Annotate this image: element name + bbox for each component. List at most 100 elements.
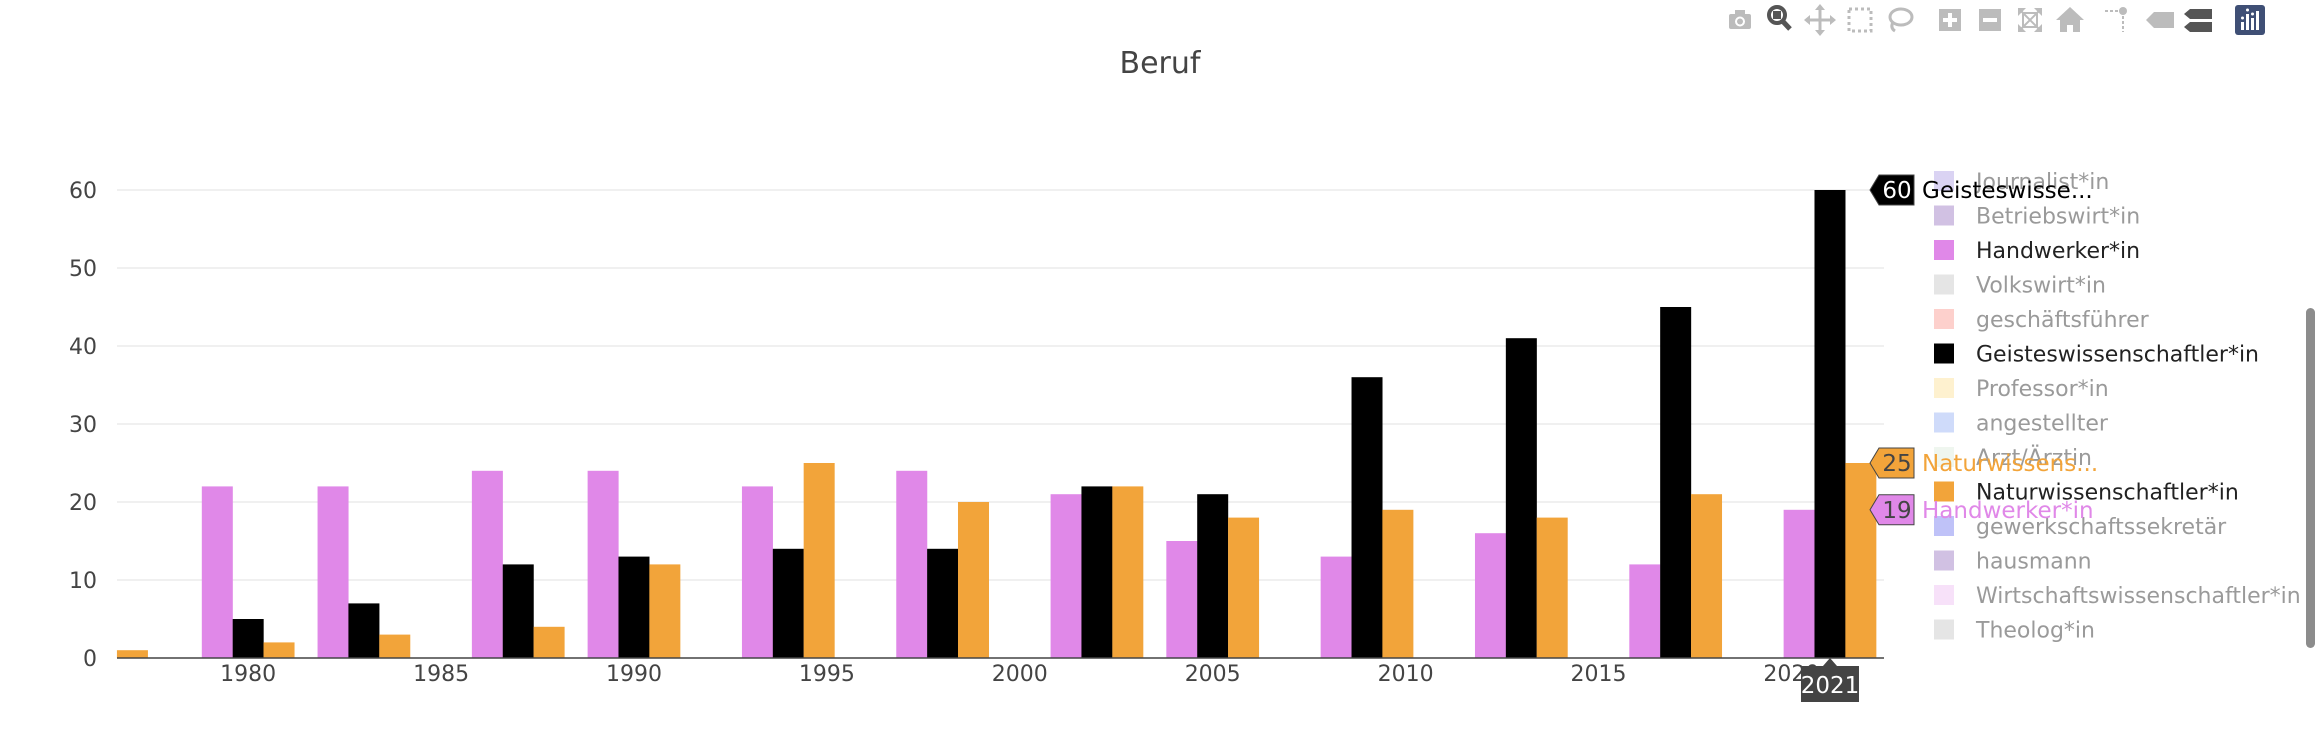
legend-item[interactable]: hausmann xyxy=(1934,550,2092,575)
bar[interactable] xyxy=(1474,533,1506,658)
bar[interactable] xyxy=(587,470,619,658)
bar[interactable] xyxy=(201,486,233,658)
autoscale-icon[interactable] xyxy=(2010,0,2050,40)
bar[interactable] xyxy=(1691,494,1723,658)
bar[interactable] xyxy=(1660,307,1692,658)
bar[interactable] xyxy=(533,626,565,658)
camera-icon[interactable] xyxy=(1720,0,1760,40)
y-tick-label: 30 xyxy=(69,413,97,438)
legend-item[interactable]: geschäftsführer xyxy=(1934,308,2150,333)
hover-x-label: 2021 xyxy=(1801,658,1859,702)
legend-item[interactable]: Wirtschaftswissenschaftler*in xyxy=(1934,584,2301,609)
bar[interactable] xyxy=(1845,463,1877,658)
x-tick-label: 2005 xyxy=(1185,662,1241,687)
bar[interactable] xyxy=(1112,486,1144,658)
bar[interactable] xyxy=(772,548,804,658)
legend-swatch xyxy=(1934,550,1954,571)
bar[interactable] xyxy=(1197,494,1229,658)
legend-swatch xyxy=(1934,412,1954,433)
legend-label: Geisteswissenschaftler*in xyxy=(1976,343,2259,368)
legend-label: gewerkschaftssekretär xyxy=(1976,515,2227,540)
hover-value: 19 xyxy=(1882,498,1911,524)
bar[interactable] xyxy=(896,470,928,658)
bar[interactable] xyxy=(741,486,773,658)
legend-item[interactable]: Naturwissenschaftler*in xyxy=(1934,481,2239,506)
bar[interactable] xyxy=(263,642,295,658)
bar[interactable] xyxy=(1351,377,1383,658)
legend-label: Handwerker*in xyxy=(1976,239,2140,264)
legend-item[interactable]: Journalist*in xyxy=(1934,170,2109,195)
bar[interactable] xyxy=(1629,564,1661,658)
legend-item[interactable]: gewerkschaftssekretär xyxy=(1934,515,2227,540)
legend-item[interactable]: Professor*in xyxy=(1934,377,2109,402)
y-tick-label: 40 xyxy=(69,335,97,360)
y-tick-label: 10 xyxy=(69,569,97,594)
x-tick-label: 1990 xyxy=(606,662,662,687)
legend-label: geschäftsführer xyxy=(1976,308,2150,333)
plotly-logo-icon[interactable] xyxy=(2230,0,2270,40)
bar[interactable] xyxy=(1382,509,1414,658)
legend-item[interactable]: Geisteswissenschaftler*in xyxy=(1934,343,2259,368)
bar[interactable] xyxy=(957,502,989,658)
legend-item[interactable]: Volkswirt*in xyxy=(1934,274,2106,299)
bar[interactable] xyxy=(803,463,835,658)
hover-compare-icon[interactable] xyxy=(2180,0,2220,40)
bar[interactable] xyxy=(379,634,411,658)
y-tick-label: 60 xyxy=(69,179,97,204)
bar[interactable] xyxy=(1050,494,1082,658)
bar[interactable] xyxy=(1228,517,1260,658)
modebar xyxy=(1700,0,2320,40)
legend-label: Arzt/Ärztin xyxy=(1976,445,2092,471)
hover-series-name: Naturwissens... xyxy=(1922,451,2098,477)
legend-swatch xyxy=(1934,619,1954,640)
bar[interactable] xyxy=(927,548,959,658)
legend-swatch xyxy=(1934,378,1954,398)
bar[interactable] xyxy=(232,619,264,658)
legend-scrollbar[interactable] xyxy=(2306,308,2315,648)
zoom-icon[interactable] xyxy=(1760,0,1800,40)
spike-lines-icon[interactable] xyxy=(2095,0,2135,40)
x-tick-label: 2010 xyxy=(1378,662,1434,687)
legend-item[interactable]: Theolog*in xyxy=(1934,619,2095,644)
x-tick-label: 2015 xyxy=(1571,662,1627,687)
bar[interactable] xyxy=(348,603,380,658)
bar[interactable] xyxy=(618,556,650,658)
legend-swatch xyxy=(1934,309,1954,329)
legend-swatch xyxy=(1934,205,1954,226)
zoom-in-icon[interactable] xyxy=(1930,0,1970,40)
legend-label: hausmann xyxy=(1976,550,2092,575)
hover-label: 25 Naturwissens... xyxy=(1869,447,2098,479)
box-select-icon[interactable] xyxy=(1840,0,1880,40)
hover-value: 60 xyxy=(1882,178,1911,204)
chart-title: Beruf xyxy=(1120,46,1202,81)
bar[interactable] xyxy=(1320,556,1352,658)
bar[interactable] xyxy=(1166,541,1198,658)
bar[interactable] xyxy=(1081,486,1113,658)
legend-item[interactable]: angestellter xyxy=(1934,412,2109,437)
reset-axes-icon[interactable] xyxy=(2050,0,2090,40)
bar[interactable] xyxy=(1505,338,1537,658)
bar[interactable] xyxy=(116,650,148,658)
legend-item[interactable]: Arzt/Ärztin xyxy=(1934,445,2092,471)
bar[interactable] xyxy=(1536,517,1568,658)
legend-swatch xyxy=(1934,240,1954,260)
y-tick-label: 0 xyxy=(83,647,97,672)
bar[interactable] xyxy=(471,470,503,658)
lasso-select-icon[interactable] xyxy=(1880,0,1920,40)
legend-item[interactable]: Handwerker*in xyxy=(1934,239,2140,264)
zoom-out-icon[interactable] xyxy=(1970,0,2010,40)
bar[interactable] xyxy=(317,486,349,658)
bar[interactable] xyxy=(1783,509,1815,658)
legend-item[interactable]: Betriebswirt*in xyxy=(1934,205,2140,230)
hover-label: 60 Geisteswisse... xyxy=(1869,174,2093,206)
hover-series-name: Geisteswisse... xyxy=(1922,178,2093,204)
bar[interactable] xyxy=(1814,190,1846,658)
legend-label: Wirtschaftswissenschaftler*in xyxy=(1976,584,2301,609)
bar[interactable] xyxy=(502,564,534,658)
y-tick-label: 20 xyxy=(69,491,97,516)
legend-swatch xyxy=(1934,585,1954,605)
hover-label: 19 Handwerker*in xyxy=(1869,494,2094,526)
pan-icon[interactable] xyxy=(1800,0,1840,40)
hover-closest-icon[interactable] xyxy=(2140,0,2180,40)
bar[interactable] xyxy=(649,564,681,658)
